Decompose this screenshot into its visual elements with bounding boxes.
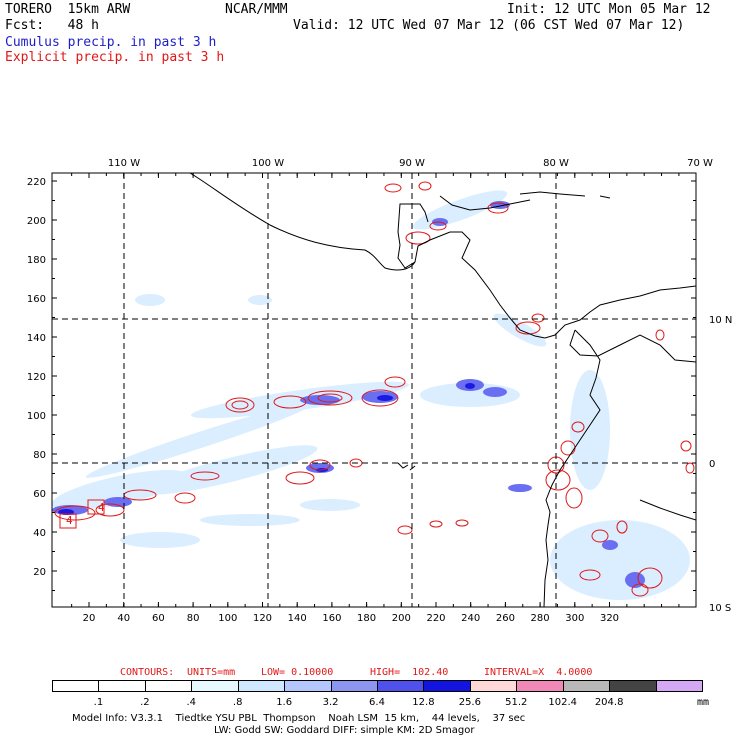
latitude-label: 10 N: [709, 315, 732, 326]
legend-color-cell: [655, 680, 703, 692]
x-tick-label: 100: [218, 613, 237, 624]
legend-color-cell: [562, 680, 611, 692]
legend-label: .4: [186, 697, 197, 708]
y-tick-label: 220: [27, 177, 46, 188]
forecast-hour: Fcst: 48 h: [5, 18, 99, 33]
x-tick-label: 240: [461, 613, 480, 624]
longitude-label: 70 W: [687, 158, 713, 169]
contours-high: HIGH= 102.40: [370, 667, 449, 678]
x-tick-label: 280: [531, 613, 550, 624]
lat-lon-grid: [52, 173, 696, 607]
x-tick-label: 20: [83, 613, 96, 624]
legend-label: 102.4: [548, 697, 578, 708]
legend-color-cell: [237, 680, 286, 692]
x-tick-label: 300: [565, 613, 584, 624]
x-tick-label: 60: [152, 613, 165, 624]
longitude-label: 100 W: [252, 158, 284, 169]
y-tick-label: 180: [27, 255, 46, 266]
valid-time: Valid: 12 UTC Wed 07 Mar 12 (06 CST Wed …: [293, 18, 685, 33]
model-info-line: Model Info: V3.3.1 Tiedtke YSU PBL Thomp…: [72, 713, 526, 724]
y-tick-label: 20: [33, 567, 46, 578]
x-tick-label: 260: [496, 613, 515, 624]
domain-box-label-lower: 4: [66, 514, 73, 527]
legend-label: 204.8: [594, 697, 624, 708]
y-tick-label: 60: [33, 489, 46, 500]
x-tick-label: 320: [600, 613, 619, 624]
legend-color-cell: [516, 680, 564, 692]
init-time: Init: 12 UTC Mon 05 Mar 12: [507, 2, 711, 17]
legend-color-cell: [469, 680, 518, 692]
legend-label: .1: [93, 697, 104, 708]
x-tick-label: 180: [357, 613, 376, 624]
legend-color-cell: [284, 680, 332, 692]
latitude-label: 10 S: [709, 603, 731, 614]
legend-color-cell: [191, 680, 239, 692]
longitude-label: 80 W: [543, 158, 569, 169]
x-tick-label: 120: [253, 613, 272, 624]
organization-label: NCAR/MMM: [225, 2, 288, 17]
x-tick-label: 140: [288, 613, 307, 624]
x-tick-label: 200: [392, 613, 411, 624]
latitude-label: 0: [709, 459, 715, 470]
domain-box: [87, 499, 105, 515]
legend-unit: mm: [697, 697, 710, 708]
y-tick-label: 80: [33, 450, 46, 461]
explicit-precip-label: Explicit precip. in past 3 h: [5, 50, 225, 65]
physics-info-line: LW: Godd SW: Goddard DIFF: simple KM: 2D…: [214, 725, 475, 736]
contours-units: UNITS=mm: [187, 667, 236, 678]
x-tick-label: 160: [322, 613, 341, 624]
model-title: TORERO 15km ARW: [5, 2, 131, 17]
y-tick-label: 160: [27, 294, 46, 305]
legend-label: 3.2: [322, 697, 339, 708]
x-tick-label: 40: [117, 613, 130, 624]
contours-interval: INTERVAL=X 4.0000: [484, 667, 593, 678]
longitude-label: 90 W: [399, 158, 425, 169]
legend-color-cell: [377, 680, 425, 692]
legend-label: 1.6: [276, 697, 293, 708]
domain-box-lower: [59, 513, 77, 529]
y-tick-label: 100: [27, 411, 46, 422]
domain-box-label: 4: [98, 501, 105, 514]
y-tick-label: 120: [27, 372, 46, 383]
contours-title: CONTOURS:: [120, 667, 175, 678]
y-tick-label: 200: [27, 216, 46, 227]
longitude-label: 110 W: [108, 158, 140, 169]
legend-label: 51.2: [505, 697, 528, 708]
precip-shading-layer: [52, 181, 695, 600]
legend-label: 12.8: [412, 697, 435, 708]
legend-label: 6.4: [369, 697, 385, 708]
legend-label: .2: [140, 697, 150, 708]
legend-color-cell: [330, 680, 378, 692]
x-tick-label: 80: [187, 613, 200, 624]
legend-color-cell: [609, 680, 657, 692]
contours-low: LOW= 0.10000: [261, 667, 334, 678]
legend-color-cell: [52, 680, 100, 692]
x-tick-label: 220: [426, 613, 445, 624]
plot-frame: [51, 172, 697, 608]
cumulus-precip-label: Cumulus precip. in past 3 h: [5, 35, 217, 50]
legend-color-cell: [98, 680, 146, 692]
legend-color-cell: [144, 680, 193, 692]
axis-ticks: [52, 173, 696, 607]
y-tick-label: 140: [27, 333, 46, 344]
y-tick-label: 40: [33, 528, 46, 539]
legend-label: 25.6: [458, 697, 481, 708]
legend-label: .8: [232, 697, 243, 708]
legend-color-cell: [423, 680, 471, 692]
